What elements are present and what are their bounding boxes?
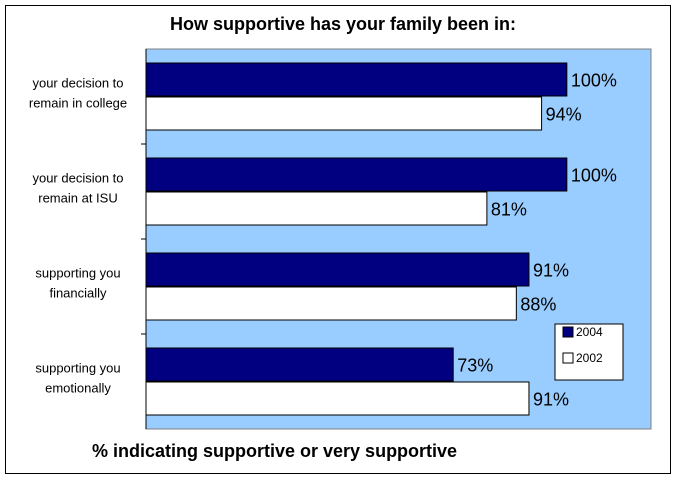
data-label-2004-2: 91%: [533, 261, 569, 281]
bar-2004-1: [145, 157, 568, 192]
bar-2002-3: [145, 381, 530, 416]
data-label-2004-3: 73%: [457, 356, 493, 376]
data-label-2002-1: 81%: [491, 200, 527, 220]
bar-2004-0: [145, 62, 568, 97]
x-axis-label: % indicating supportive or very supporti…: [92, 441, 458, 461]
category-label-0-1: remain in college: [29, 96, 127, 111]
legend-label-2002: 2002: [576, 351, 603, 365]
bar-2004-3: [145, 347, 454, 382]
bar-2002-1: [145, 191, 488, 226]
legend-swatch-2002: [562, 352, 574, 364]
legend-label-2004: 2004: [576, 325, 603, 339]
bar-2002-2: [145, 286, 517, 321]
data-label-2002-3: 91%: [533, 390, 569, 410]
bar-2002-0: [145, 96, 543, 131]
category-label-1-1: remain at ISU: [38, 191, 117, 206]
category-label-1-0: your decision to: [32, 171, 123, 186]
category-label-2-1: financially: [49, 286, 107, 301]
data-label-2004-1: 100%: [571, 166, 617, 186]
data-label-2004-0: 100%: [571, 71, 617, 91]
category-label-2-0: supporting you: [35, 266, 120, 281]
bar-2004-2: [145, 252, 530, 287]
legend: 2004 2002: [554, 323, 624, 381]
category-label-3-0: supporting you: [35, 361, 120, 376]
category-label-3-1: emotionally: [45, 381, 111, 396]
data-label-2002-0: 94%: [546, 105, 582, 125]
chart-title: How supportive has your family been in:: [169, 14, 517, 34]
data-label-2002-2: 88%: [520, 295, 556, 315]
category-label-0-0: your decision to: [32, 76, 123, 91]
legend-swatch-2004: [562, 326, 574, 338]
